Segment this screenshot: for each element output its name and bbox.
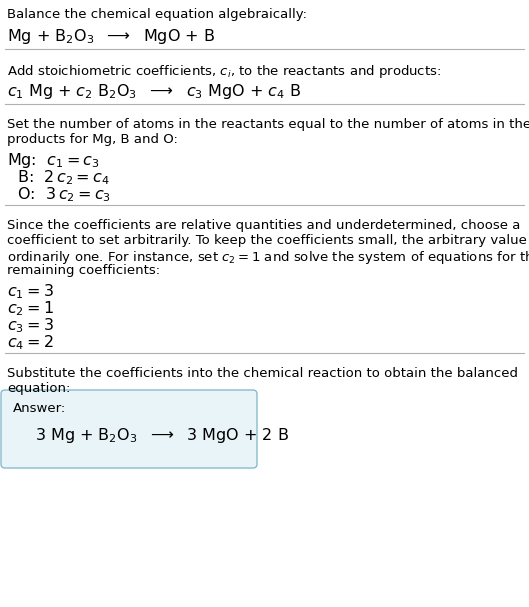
Text: Substitute the coefficients into the chemical reaction to obtain the balanced: Substitute the coefficients into the che… [7, 367, 518, 380]
Text: Answer:: Answer: [13, 402, 66, 415]
FancyBboxPatch shape [1, 390, 257, 468]
Text: Set the number of atoms in the reactants equal to the number of atoms in the: Set the number of atoms in the reactants… [7, 118, 529, 131]
Text: remaining coefficients:: remaining coefficients: [7, 264, 160, 277]
Text: products for Mg, B and O:: products for Mg, B and O: [7, 133, 178, 146]
Text: 3 Mg + B$_2$O$_3$  $\longrightarrow$  3 MgO + 2 B: 3 Mg + B$_2$O$_3$ $\longrightarrow$ 3 Mg… [35, 426, 289, 445]
Text: O:  $3\,c_2 = c_3$: O: $3\,c_2 = c_3$ [7, 185, 111, 204]
Text: Mg:  $c_1 = c_3$: Mg: $c_1 = c_3$ [7, 151, 99, 170]
Text: $c_2 = 1$: $c_2 = 1$ [7, 299, 54, 317]
Text: Add stoichiometric coefficients, $c_i$, to the reactants and products:: Add stoichiometric coefficients, $c_i$, … [7, 63, 441, 80]
Text: $c_3 = 3$: $c_3 = 3$ [7, 316, 54, 334]
Text: equation:: equation: [7, 382, 70, 395]
Text: Mg + B$_2$O$_3$  $\longrightarrow$  MgO + B: Mg + B$_2$O$_3$ $\longrightarrow$ MgO + … [7, 27, 215, 46]
Text: ordinarily one. For instance, set $c_2 = 1$ and solve the system of equations fo: ordinarily one. For instance, set $c_2 =… [7, 249, 529, 266]
Text: Balance the chemical equation algebraically:: Balance the chemical equation algebraica… [7, 8, 307, 21]
Text: $c_1$ Mg + $c_2$ B$_2$O$_3$  $\longrightarrow$  $c_3$ MgO + $c_4$ B: $c_1$ Mg + $c_2$ B$_2$O$_3$ $\longrighta… [7, 82, 301, 101]
Text: $c_4 = 2$: $c_4 = 2$ [7, 333, 53, 351]
Text: $c_1 = 3$: $c_1 = 3$ [7, 282, 54, 300]
Text: Since the coefficients are relative quantities and underdetermined, choose a: Since the coefficients are relative quan… [7, 219, 521, 232]
Text: coefficient to set arbitrarily. To keep the coefficients small, the arbitrary va: coefficient to set arbitrarily. To keep … [7, 234, 529, 247]
Text: B:  $2\,c_2 = c_4$: B: $2\,c_2 = c_4$ [7, 168, 110, 187]
